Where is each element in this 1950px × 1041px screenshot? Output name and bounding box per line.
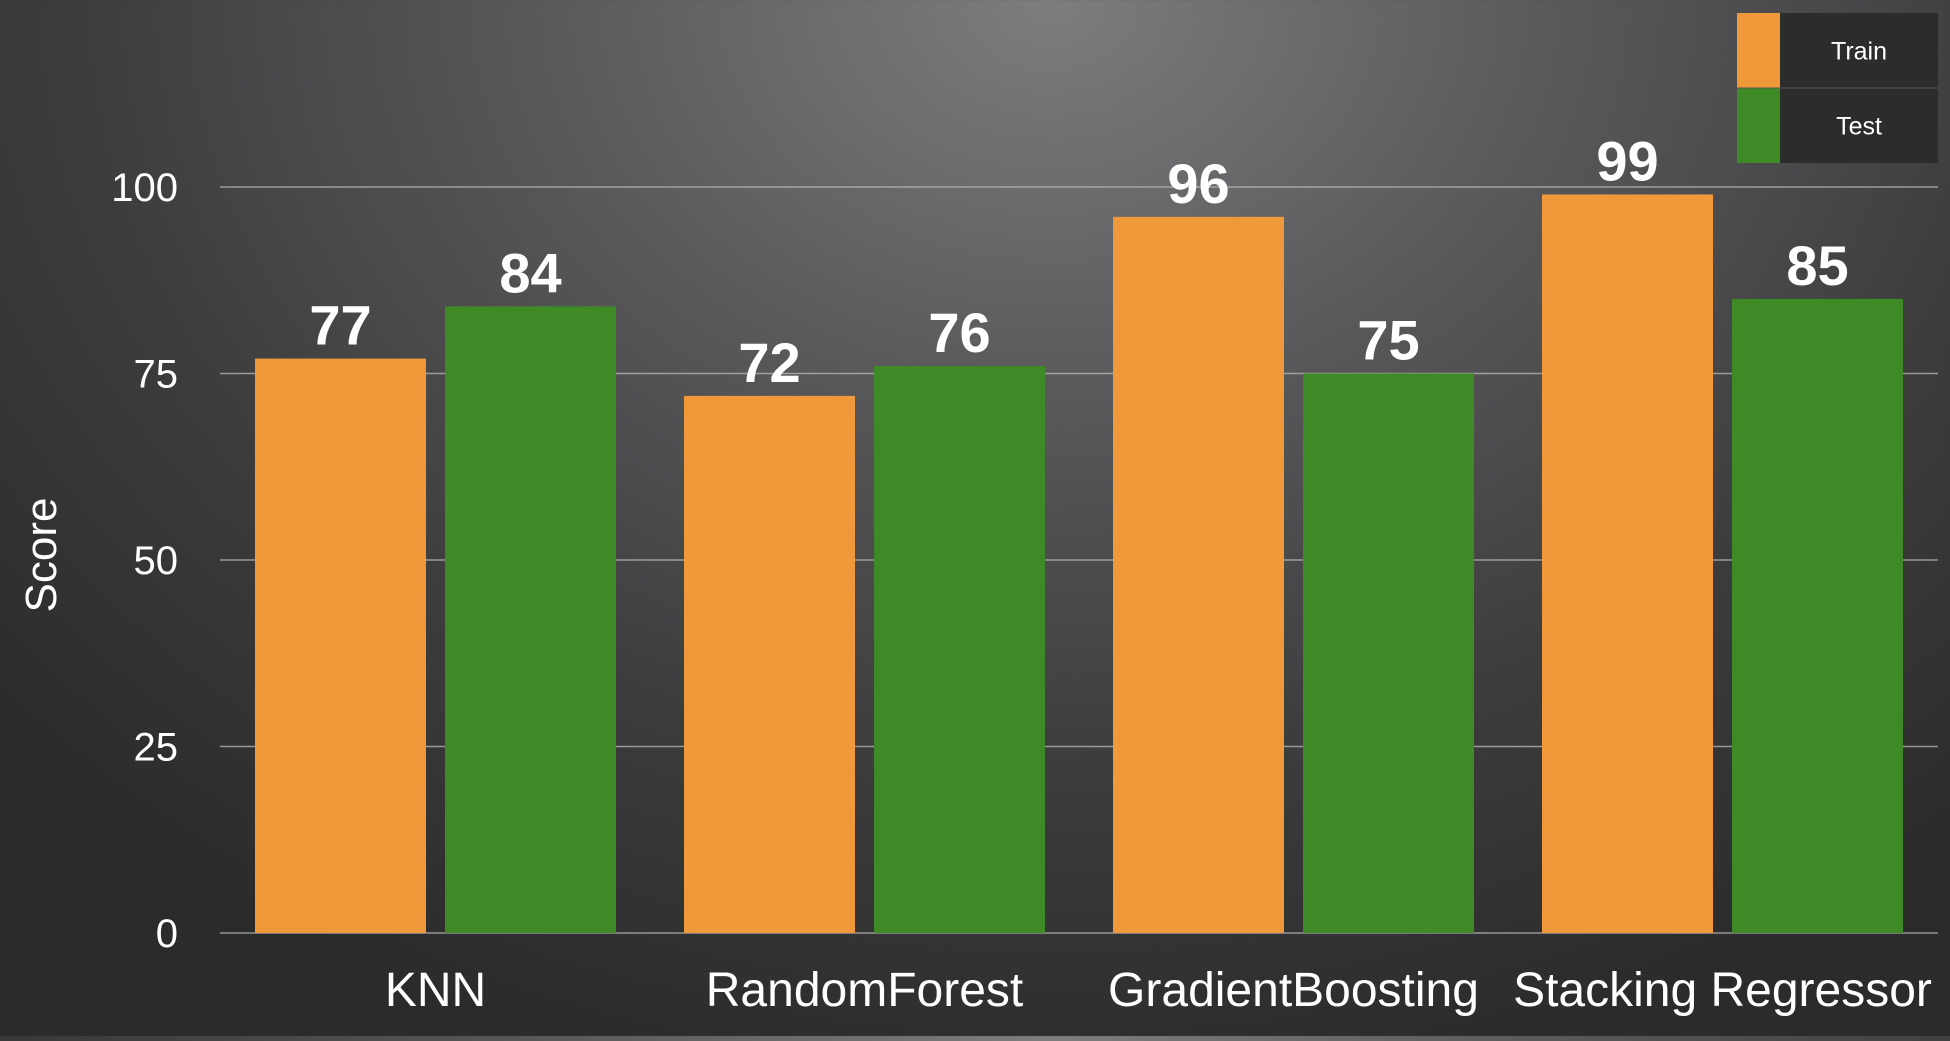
bar-test-knn [445, 306, 616, 933]
data-label: 75 [1357, 309, 1419, 372]
bar-train-stacking-regressor [1542, 194, 1713, 933]
data-label: 77 [309, 294, 371, 357]
legend-label-test: Test [1836, 113, 1882, 141]
bar-train-knn [255, 358, 426, 934]
bar-test-stacking-regressor [1732, 298, 1903, 933]
legend-label-train: Train [1831, 38, 1887, 66]
data-label: 99 [1596, 129, 1658, 192]
labels-layer: 0 25 50 75 100 77 84 KNN 72 76 RandomForest 96 75 Gra… [111, 129, 1932, 1017]
y-tick-label: 75 [134, 353, 179, 397]
y-axis-title: Score [17, 498, 66, 613]
legend: Train Test [1737, 13, 1938, 163]
bar-test-randomforest [874, 366, 1045, 933]
data-label: 76 [928, 301, 990, 364]
x-tick-label: Stacking Regressor [1513, 964, 1932, 1017]
data-label: 84 [499, 241, 561, 304]
bar-train-gradientboosting [1113, 216, 1284, 934]
y-tick-label: 50 [134, 539, 179, 583]
legend-swatch-test [1737, 88, 1780, 163]
bar-test-gradientboosting [1303, 373, 1474, 933]
x-tick-label: RandomForest [706, 964, 1023, 1017]
y-tick-label: 0 [156, 912, 178, 956]
bar-train-randomforest [684, 395, 855, 933]
y-tick-label: 25 [134, 726, 179, 770]
x-tick-label: KNN [385, 964, 486, 1017]
data-label: 85 [1786, 234, 1848, 297]
x-tick-label: GradientBoosting [1108, 964, 1479, 1017]
y-tick-label: 100 [111, 166, 178, 210]
data-label: 72 [738, 331, 800, 394]
legend-swatch-train [1737, 13, 1780, 88]
bars-layer [255, 194, 1903, 934]
data-label: 96 [1167, 152, 1229, 215]
